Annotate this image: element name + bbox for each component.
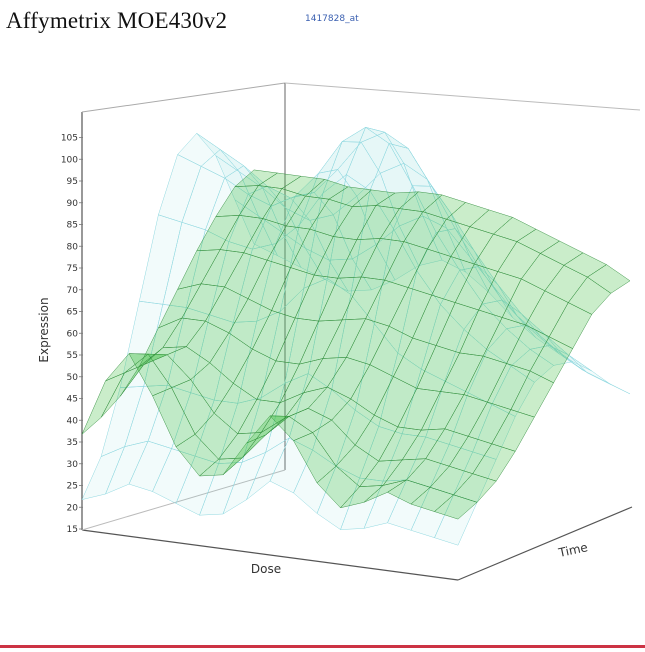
probe-id-link[interactable]: 1417828_at (305, 14, 359, 24)
z-tick-label: 100 (61, 155, 78, 165)
page-title: Affymetrix MOE430v2 (6, 8, 228, 33)
z-tick-label: 90 (67, 199, 79, 209)
z-tick-label: 105 (61, 134, 78, 144)
top-right-edge (284, 82, 641, 111)
z-axis-label: Expression (37, 297, 51, 362)
plot-frame (81, 82, 641, 581)
z-tick-labels: 105 100 95 90 85 80 75 70 65 60 55 50 45 40 35 30 25 20 15 (61, 134, 83, 535)
z-tick-label: 20 (67, 503, 79, 513)
x-axis-label: Dose (251, 562, 281, 576)
dose-axis-line (81, 529, 459, 581)
surface-cell (568, 354, 612, 385)
z-tick-label: 25 (67, 482, 78, 492)
z-tick-label: 85 (67, 221, 78, 231)
z-tick-label: 75 (67, 264, 78, 274)
surface-cell (586, 264, 631, 294)
z-tick-label: 55 (67, 351, 78, 361)
z-tick-label: 95 (67, 177, 78, 187)
time-axis-line (457, 506, 633, 581)
bottom-divider (0, 645, 645, 648)
z-tick-label: 70 (67, 286, 79, 296)
z-tick-label: 35 (67, 438, 78, 448)
z-tick-label: 45 (67, 395, 78, 405)
z-tick-label: 40 (67, 416, 79, 426)
floor-back-edge (81, 469, 286, 531)
front-surface (81, 169, 631, 520)
z-tick-label: 15 (67, 525, 78, 535)
z-tick-label: 80 (67, 242, 79, 252)
z-tick-label: 50 (67, 373, 79, 383)
top-back-edge (81, 82, 286, 113)
z-tick-label: 65 (67, 308, 78, 318)
surface-cell (587, 372, 631, 395)
y-axis-label: Time (556, 540, 589, 560)
z-tick-label: 30 (67, 460, 79, 470)
z-tick-label: 60 (67, 329, 79, 339)
